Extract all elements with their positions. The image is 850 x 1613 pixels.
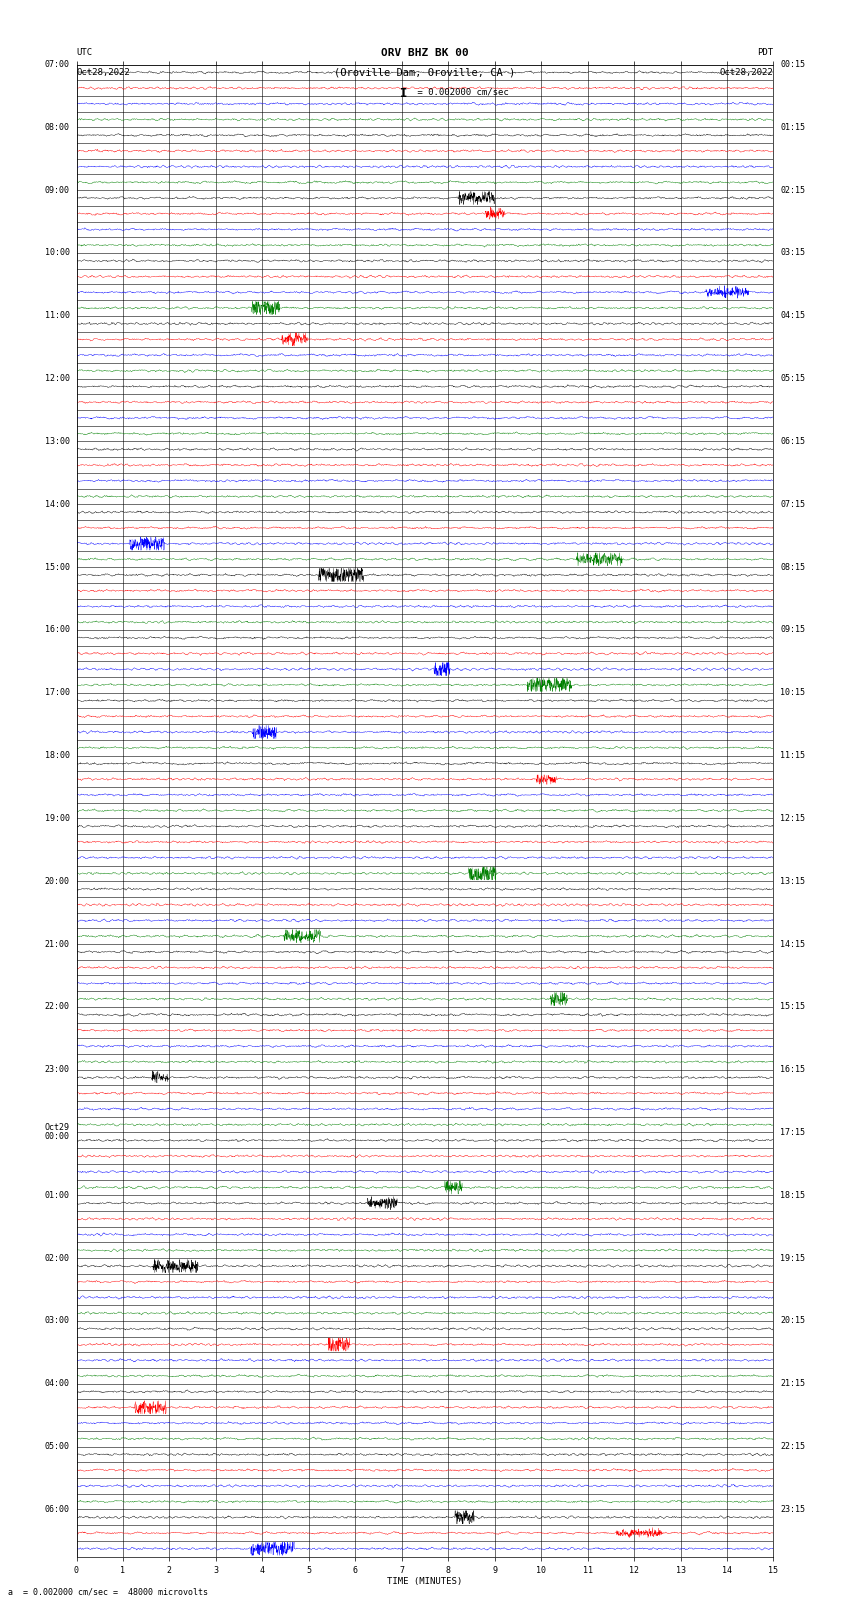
Text: 07:15: 07:15 [780,500,806,508]
Text: 18:00: 18:00 [44,752,70,760]
Text: 04:00: 04:00 [44,1379,70,1389]
Text: 14:00: 14:00 [44,500,70,508]
Text: 11:15: 11:15 [780,752,806,760]
Text: 12:00: 12:00 [44,374,70,384]
Text: 00:00: 00:00 [44,1132,70,1142]
Text: = 0.002000 cm/sec: = 0.002000 cm/sec [412,87,509,97]
Text: 16:15: 16:15 [780,1065,806,1074]
Text: PDT: PDT [757,48,774,58]
Text: 19:15: 19:15 [780,1253,806,1263]
Text: 02:00: 02:00 [44,1253,70,1263]
Text: 06:00: 06:00 [44,1505,70,1515]
Text: 19:00: 19:00 [44,815,70,823]
Text: UTC: UTC [76,48,93,58]
Text: 18:15: 18:15 [780,1190,806,1200]
Text: 21:15: 21:15 [780,1379,806,1389]
Text: I: I [400,87,407,100]
Text: 00:15: 00:15 [780,60,806,69]
Text: ORV BHZ BK 00: ORV BHZ BK 00 [381,48,469,58]
Text: 22:00: 22:00 [44,1002,70,1011]
Text: 08:15: 08:15 [780,563,806,571]
Text: 01:15: 01:15 [780,123,806,132]
Text: 10:15: 10:15 [780,689,806,697]
Text: 04:15: 04:15 [780,311,806,321]
Text: 23:00: 23:00 [44,1065,70,1074]
Text: 03:00: 03:00 [44,1316,70,1326]
Text: Oct29: Oct29 [44,1124,70,1132]
Text: 13:15: 13:15 [780,877,806,886]
Text: 05:00: 05:00 [44,1442,70,1452]
Text: 06:15: 06:15 [780,437,806,445]
Text: 12:15: 12:15 [780,815,806,823]
Text: 15:00: 15:00 [44,563,70,571]
Text: 16:00: 16:00 [44,626,70,634]
Text: 09:15: 09:15 [780,626,806,634]
Text: 17:00: 17:00 [44,689,70,697]
Text: 09:00: 09:00 [44,185,70,195]
Text: 22:15: 22:15 [780,1442,806,1452]
Text: 11:00: 11:00 [44,311,70,321]
X-axis label: TIME (MINUTES): TIME (MINUTES) [388,1578,462,1586]
Text: 14:15: 14:15 [780,939,806,948]
Text: 05:15: 05:15 [780,374,806,384]
Text: 21:00: 21:00 [44,939,70,948]
Text: a  = 0.002000 cm/sec =  48000 microvolts: a = 0.002000 cm/sec = 48000 microvolts [8,1587,208,1597]
Text: 02:15: 02:15 [780,185,806,195]
Text: 23:15: 23:15 [780,1505,806,1515]
Text: 01:00: 01:00 [44,1190,70,1200]
Text: Oct28,2022: Oct28,2022 [720,68,774,77]
Text: Oct28,2022: Oct28,2022 [76,68,130,77]
Text: 10:00: 10:00 [44,248,70,258]
Text: 08:00: 08:00 [44,123,70,132]
Text: 15:15: 15:15 [780,1002,806,1011]
Text: 17:15: 17:15 [780,1127,806,1137]
Text: 20:15: 20:15 [780,1316,806,1326]
Text: 03:15: 03:15 [780,248,806,258]
Text: 07:00: 07:00 [44,60,70,69]
Text: (Oroville Dam, Oroville, CA ): (Oroville Dam, Oroville, CA ) [334,68,516,77]
Text: 20:00: 20:00 [44,877,70,886]
Text: 13:00: 13:00 [44,437,70,445]
